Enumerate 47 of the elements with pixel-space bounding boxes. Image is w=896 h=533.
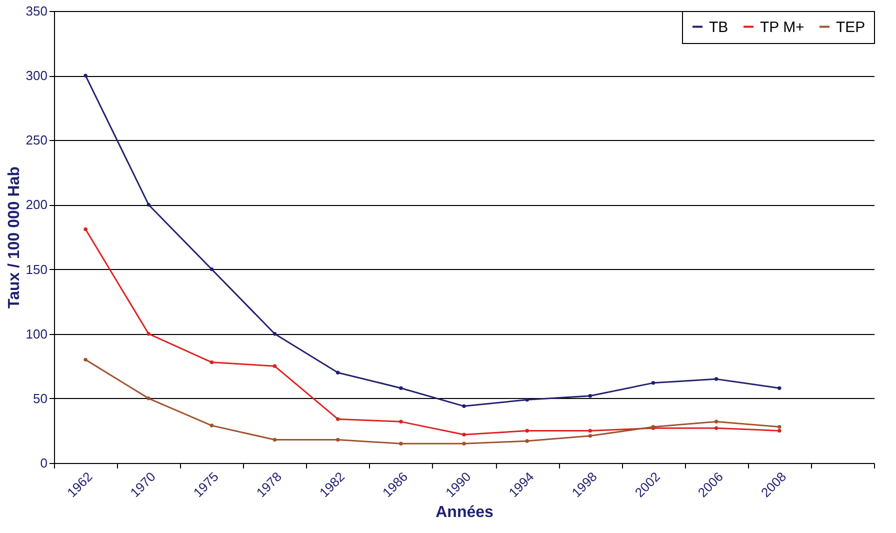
legend-label: TB	[709, 18, 728, 36]
point	[778, 386, 782, 390]
point	[462, 432, 466, 436]
point	[146, 202, 150, 207]
point	[588, 434, 592, 438]
y-tick-label: 200	[26, 197, 48, 212]
point	[210, 360, 214, 364]
point	[399, 420, 403, 424]
point	[588, 428, 592, 433]
point	[272, 332, 277, 336]
point	[336, 417, 340, 421]
point	[462, 404, 466, 408]
point	[399, 442, 403, 446]
y-tick-label: 100	[26, 326, 48, 342]
point	[588, 394, 592, 398]
point	[336, 370, 340, 374]
y-tick-label: 350	[26, 4, 48, 18]
point	[778, 428, 782, 433]
y-axis-title: Taux / 100 000 Hab	[6, 166, 23, 308]
point	[714, 426, 718, 430]
point	[778, 424, 782, 429]
y-tick-label: 50	[33, 390, 48, 406]
point	[336, 438, 340, 442]
point	[84, 74, 88, 78]
legend-label: TEP	[836, 18, 866, 36]
y-tick-label: 250	[26, 132, 48, 148]
point	[462, 442, 466, 446]
point	[84, 358, 88, 362]
x-axis-title: Années	[436, 504, 494, 522]
y-tick-label: 150	[26, 262, 48, 277]
point	[714, 377, 718, 381]
point	[272, 438, 277, 442]
point	[714, 420, 718, 424]
y-tick-label: 300	[26, 68, 48, 84]
point	[146, 332, 150, 336]
point	[210, 267, 214, 272]
point	[399, 386, 403, 390]
point	[210, 424, 214, 428]
point	[525, 439, 529, 443]
point	[84, 227, 88, 232]
point	[146, 396, 150, 400]
point	[651, 381, 656, 385]
point	[525, 428, 529, 433]
y-tick-label: 0	[40, 456, 48, 470]
point	[525, 398, 529, 402]
legend-label: TP M+	[760, 18, 805, 36]
point	[272, 364, 277, 368]
